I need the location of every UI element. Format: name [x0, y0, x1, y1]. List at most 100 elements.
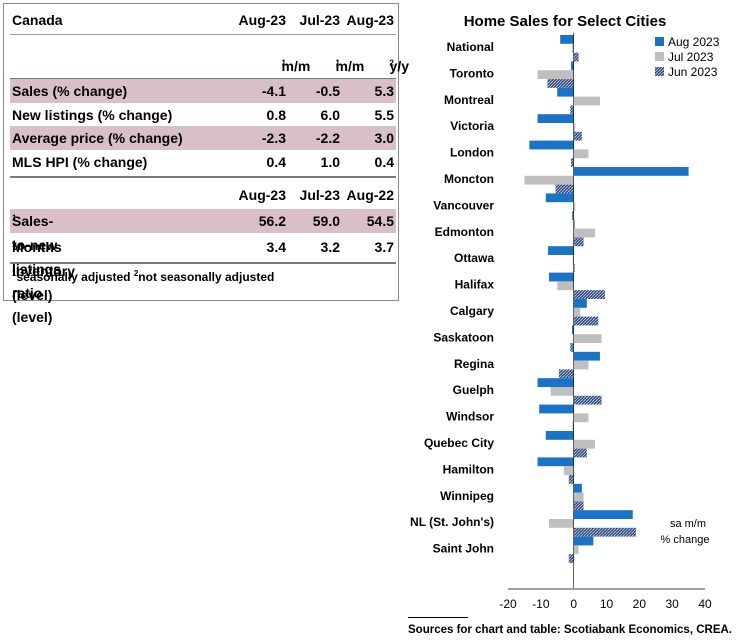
bar-jun-2023 [555, 184, 574, 194]
x-tick-label: -10 [532, 597, 550, 611]
bar-jul-2023 [563, 466, 574, 475]
table-cell: -4.1 [261, 83, 286, 99]
unit-note: sa m/m [670, 518, 706, 530]
x-tick-label: 20 [633, 597, 647, 611]
bar-jul-2023 [550, 387, 574, 396]
bar-aug-2023 [545, 193, 574, 203]
category-label: Winnipeg [440, 489, 494, 503]
bar-jun-2023 [573, 448, 587, 458]
bar-jun-2023 [568, 475, 574, 484]
category-label: Hamilton [443, 462, 494, 476]
bar-jun-2023 [570, 343, 574, 352]
bar-jul-2023 [572, 255, 574, 264]
table-row-label: MLS HPI (% change) [12, 154, 148, 170]
bar-jul-2023 [573, 439, 596, 449]
table-cell: -2.2 [315, 130, 340, 146]
category-label: Ottawa [454, 251, 494, 265]
table-cell: 5.5 [374, 107, 394, 123]
bar-jul-2023 [573, 228, 596, 238]
bar-aug-2023 [572, 325, 574, 335]
table-unit-label: y/y 2 [389, 58, 410, 74]
bar-jul-2023 [573, 492, 584, 502]
bar-jul-2023 [573, 413, 589, 423]
table-header-row: Aug-23 Jul-23 Aug-22 [10, 183, 396, 207]
table-cell: 54.5 [366, 213, 394, 229]
legend-label: Jul 2023 [668, 50, 714, 64]
bar-jun-2023 [573, 263, 575, 273]
bar-aug-2023 [573, 219, 575, 229]
bar-jul-2023 [549, 519, 574, 528]
bar-jun-2023 [572, 211, 574, 220]
category-label: Halifax [455, 278, 495, 292]
chart-title: Home Sales for Select Cities [464, 13, 667, 30]
category-label: Vancouver [433, 198, 494, 212]
bar-jun-2023 [571, 158, 574, 167]
table-row: Average price (% change) -2.3 -2.2 3.0 [10, 126, 396, 150]
bar-jul-2023 [573, 307, 581, 317]
table-cell: 3.4 [266, 239, 286, 255]
table-col-header: Aug-22 [346, 187, 394, 203]
bar-aug-2023 [545, 431, 574, 440]
bar-jun-2023 [573, 52, 579, 62]
category-label: Moncton [444, 172, 494, 186]
category-label: Montreal [444, 93, 494, 107]
table-row: Sales (% change) -4.1 -0.5 5.3 [10, 79, 396, 103]
category-label: Calgary [450, 304, 494, 318]
category-label: London [450, 146, 494, 160]
bar-jul-2023 [573, 360, 589, 370]
bar-jul-2023 [573, 334, 602, 343]
bar-jun-2023 [573, 131, 582, 141]
legend-label: Aug 2023 [668, 35, 720, 49]
bar-jul-2023 [557, 281, 574, 291]
category-label: Quebec City [424, 436, 494, 450]
bar-aug-2023 [573, 483, 582, 493]
table-row: Months inventory (level) 1 3.4 3.2 3.7 [10, 235, 396, 303]
category-label: Guelph [453, 383, 494, 397]
table-cell: 56.2 [258, 213, 286, 229]
table-cell: 0.4 [266, 154, 286, 170]
table-cell: 59.0 [312, 213, 340, 229]
table-cell: 3.2 [320, 239, 340, 255]
home-sales-chart: Home Sales for Select Cities National Tor… [410, 13, 720, 611]
table-unit-label: m/m 1 [281, 58, 311, 74]
bar-aug-2023 [557, 87, 574, 97]
bar-jun-2023 [573, 395, 602, 405]
table-row-label: New listings (% change) [12, 107, 173, 123]
table-cell: -2.3 [261, 130, 286, 146]
x-tick-label: 40 [698, 597, 712, 611]
table-cell: 1.0 [320, 154, 340, 170]
bar-aug-2023 [560, 35, 574, 44]
bar-aug-2023 [539, 404, 574, 414]
bar-aug-2023 [549, 272, 574, 282]
table-row: Sales-to-new listings ratio (level) 1 56.… [10, 209, 396, 325]
category-label: National [447, 40, 494, 54]
table-row-label: Average price (% change) [12, 130, 183, 146]
x-tick-label: 30 [665, 597, 679, 611]
table-col-header: Aug-23 [238, 12, 286, 28]
category-label: Regina [454, 357, 494, 371]
table-cell: 5.3 [374, 83, 394, 99]
table-row-label: Sales-to-new listings ratio (level) 1 [12, 213, 62, 325]
table-cell: 3.0 [374, 130, 394, 146]
table-col-header: Jul-23 [299, 12, 340, 28]
bar-jun-2023 [568, 554, 574, 563]
category-label: Edmonton [435, 225, 494, 239]
bar-aug-2023 [573, 167, 689, 176]
sources-rule [408, 617, 468, 618]
table-cell: 0.8 [266, 107, 286, 123]
category-label: Victoria [450, 119, 494, 133]
table-unit-label: m/m 1 [335, 58, 365, 74]
bar-jul-2023 [573, 96, 600, 106]
bar-aug-2023 [573, 536, 594, 546]
table-units-row: m/m 1 m/m 1 y/y 2 [10, 54, 410, 78]
bar-jun-2023 [573, 527, 637, 537]
bar-jun-2023 [558, 369, 574, 379]
legend-label: Jun 2023 [668, 65, 718, 79]
bar-aug-2023 [571, 61, 574, 71]
bar-jul-2023 [573, 202, 576, 211]
legend-swatch [655, 67, 664, 76]
bar-aug-2023 [573, 351, 600, 361]
table-row: New listings (% change) 0.8 6.0 5.5 [10, 103, 396, 127]
table-region-label: Canada [12, 12, 63, 28]
table-row-label: Months inventory (level) 1 [12, 239, 76, 303]
